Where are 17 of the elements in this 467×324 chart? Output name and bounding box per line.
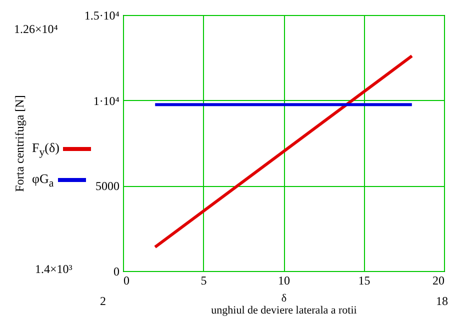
text: 1.4×10³ (35, 262, 72, 277)
y-axis-title: Forta centrifuga [N] (12, 95, 26, 192)
y-tick-label: 0 (114, 264, 120, 278)
x-tick-label: 0 (124, 274, 130, 288)
y-tick-label: 1·10⁴ (93, 94, 120, 108)
x-tick-label: 5 (200, 274, 207, 288)
x-tick-label: 15 (358, 274, 370, 288)
x-tick-label: 20 (432, 274, 444, 288)
x-axis-title: δ unghiul de deviere laterala a rotii (211, 292, 357, 316)
legend-label: F$_{y}$(δ) (32, 140, 60, 159)
x-tick-label: 10 (278, 274, 290, 288)
text: 1.26×10⁴ (14, 22, 58, 37)
y-tick-label: 5000 (96, 179, 120, 194)
text: 2 (100, 294, 106, 309)
text: 18 (436, 294, 448, 309)
y-tick-label: 1.5·10⁴ (84, 8, 120, 22)
legend-label: φG$_{a}$ (32, 170, 54, 190)
